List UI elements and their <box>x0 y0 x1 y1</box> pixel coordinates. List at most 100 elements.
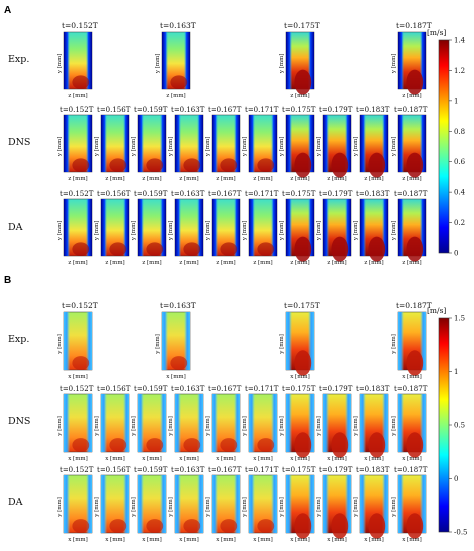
time-label: t=0.152T <box>60 190 94 198</box>
y-axis-label: y [mm] <box>168 497 174 518</box>
dns-frame <box>211 114 241 173</box>
time-label: t=0.175T <box>282 106 316 114</box>
dns-frame <box>322 114 352 178</box>
da-frame <box>211 474 241 534</box>
x-axis-label: x [mm] <box>216 456 236 462</box>
row-label-dns: DNS <box>8 137 30 148</box>
y-axis-label: y [mm] <box>131 221 137 242</box>
y-axis-label: y [mm] <box>205 497 211 518</box>
time-label: t=0.183T <box>356 106 390 114</box>
x-axis-label: z [mm] <box>327 176 346 182</box>
time-label: t=0.179T <box>319 385 353 393</box>
y-axis-label: y [mm] <box>205 416 211 437</box>
y-axis-label: y [mm] <box>57 54 63 75</box>
exp-frame <box>63 311 93 371</box>
time-label: t=0.175T <box>284 21 320 30</box>
dns-frame <box>397 114 427 178</box>
x-axis-label: z [mm] <box>402 176 421 182</box>
y-axis-label: y [mm] <box>316 137 322 158</box>
x-axis-label: x [mm] <box>402 537 422 543</box>
x-axis-label: x [mm] <box>68 537 88 543</box>
y-axis-label: y [mm] <box>57 137 63 158</box>
exp-frame <box>397 311 427 376</box>
da-frame <box>174 198 204 257</box>
y-axis-label: y [mm] <box>353 221 359 242</box>
time-label: t=0.171T <box>245 190 279 198</box>
exp-frame <box>397 31 427 95</box>
y-axis-label: y [mm] <box>57 497 63 518</box>
da-frame <box>397 198 427 262</box>
da-frame <box>137 198 167 257</box>
y-axis-label: y [mm] <box>391 416 397 437</box>
x-axis-label: z [mm] <box>179 176 198 182</box>
y-axis-label: y [mm] <box>316 221 322 242</box>
x-axis-label: x [mm] <box>68 374 88 380</box>
dns-frame <box>137 114 167 173</box>
x-axis-label: x [mm] <box>179 456 199 462</box>
time-label: t=0.152T <box>62 301 98 310</box>
time-label: t=0.156T <box>97 385 131 393</box>
y-axis-label: y [mm] <box>205 221 211 242</box>
da-frame <box>248 474 278 534</box>
x-axis-label: z [mm] <box>68 93 87 99</box>
time-label: t=0.171T <box>245 106 279 114</box>
colorbar-tick-label: -0.5 <box>454 529 468 537</box>
time-label: t=0.152T <box>60 106 94 114</box>
dns-frame <box>63 114 93 173</box>
time-label: t=0.175T <box>282 190 316 198</box>
time-label: t=0.179T <box>319 106 353 114</box>
x-axis-label: z [mm] <box>68 260 87 266</box>
time-label: t=0.156T <box>97 106 131 114</box>
time-label: t=0.187T <box>394 190 428 198</box>
y-axis-label: y [mm] <box>94 497 100 518</box>
y-axis-label: y [mm] <box>131 416 137 437</box>
exp-frame <box>63 31 93 90</box>
panel-a: A Exp. DNS DA t=0.152T y [mm] z [mm] t=0.163T y… <box>4 5 466 266</box>
time-label: t=0.163T <box>171 190 205 198</box>
time-label: t=0.163T <box>171 466 205 474</box>
dns-frame <box>63 393 93 453</box>
y-axis-label: y [mm] <box>279 334 285 355</box>
x-axis-label: z [mm] <box>290 93 309 99</box>
colorbar-tick-label: 1 <box>454 368 458 376</box>
y-axis-label: y [mm] <box>242 221 248 242</box>
colorbar-b: [m/s] 1.5 1 0.5 0 -0.5 <box>427 306 468 537</box>
exp-frame <box>285 311 315 376</box>
row-label-da: DA <box>8 222 23 233</box>
x-axis-label: x [mm] <box>105 456 125 462</box>
y-axis-label: y [mm] <box>279 416 285 437</box>
x-axis-label: z [mm] <box>253 176 272 182</box>
y-axis-label: y [mm] <box>279 497 285 518</box>
y-axis-label: y [mm] <box>155 334 161 355</box>
x-axis-label: z [mm] <box>253 260 272 266</box>
x-axis-label: z [mm] <box>402 260 421 266</box>
panel-b-images: Exp. DNS DA t=0.152T y [mm] x [mm] t=0.163T y [… <box>8 301 432 543</box>
time-label: t=0.171T <box>245 385 279 393</box>
x-axis-label: x [mm] <box>290 374 310 380</box>
da-frame <box>359 474 389 539</box>
colorbar-tick-label: 1.4 <box>454 37 466 45</box>
dns-frame <box>397 393 427 458</box>
time-label: t=0.156T <box>97 190 131 198</box>
y-axis-label: y [mm] <box>391 137 397 158</box>
y-axis-label: y [mm] <box>353 416 359 437</box>
panel-letter-b: B <box>4 275 11 286</box>
colorbar-tick-label: 1.2 <box>454 67 465 75</box>
y-axis-label: y [mm] <box>391 221 397 242</box>
dns-frame <box>174 393 204 453</box>
dns-frame <box>100 393 130 453</box>
dns-frame <box>211 393 241 453</box>
y-axis-label: y [mm] <box>279 54 285 75</box>
colorbar-tick-label: 0.4 <box>454 189 466 197</box>
exp-frame <box>161 31 191 90</box>
y-axis-label: y [mm] <box>168 137 174 158</box>
x-axis-label: x [mm] <box>216 537 236 543</box>
time-label: t=0.152T <box>62 21 98 30</box>
time-label: t=0.167T <box>208 106 242 114</box>
colorbar-tick-label: 0.2 <box>454 219 465 227</box>
y-axis-label: y [mm] <box>57 416 63 437</box>
x-axis-label: x [mm] <box>253 456 273 462</box>
x-axis-label: z [mm] <box>142 260 161 266</box>
y-axis-label: y [mm] <box>316 497 322 518</box>
da-frame <box>63 198 93 257</box>
